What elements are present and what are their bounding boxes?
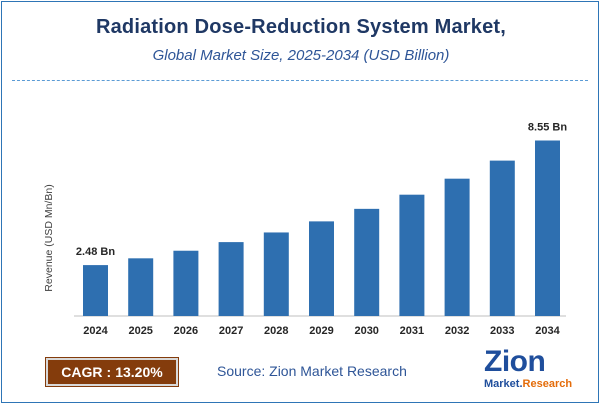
x-tick-label: 2024 [83,325,108,337]
bar-2031 [399,194,425,316]
logo-wordmark: Zion [484,345,546,378]
data-label: 2.48 Bn [76,246,115,258]
x-tick-label: 2026 [174,325,198,337]
logo-tagline: Market.Research [484,378,572,391]
chart-title: Radiation Dose-Reduction System Market, [95,16,507,38]
x-tick-label: 2025 [128,325,152,337]
bar-2034 [535,140,560,316]
bar-2028 [263,232,289,316]
bar-2024 [83,265,108,316]
x-tick-label: 2028 [264,325,288,337]
x-tick-label: 2031 [400,325,424,337]
cagr-label: CAGR [61,364,103,380]
source-note: Source: Zion Market Research [217,363,407,379]
data-label: 8.55 Bn [528,122,567,134]
x-tick-label: 2033 [490,325,514,337]
bar-2026 [173,250,199,316]
x-tick-label: 2032 [445,325,469,337]
x-tick-label: 2034 [535,325,560,337]
title-divider [12,80,588,81]
logo-tagline-left: Market. [484,378,523,390]
bar-2029 [309,221,334,316]
cagr-badge: CAGR : 13.20% [46,358,178,386]
bar-2033 [489,160,515,316]
cagr-value: 13.20% [115,364,163,380]
cagr-separator: : [106,364,112,380]
bar-2027 [218,242,244,316]
x-tick-label: 2030 [354,325,378,337]
logo-tagline-right: Research [522,378,573,390]
zion-logo: Zion Market.Research [478,346,574,394]
bar-2025 [128,258,154,316]
chart-subtitle: Global Market Size, 2025-2034 (USD Billi… [152,47,450,64]
x-tick-label: 2029 [309,325,333,337]
y-axis-label: Revenue (USD Mn/Bn) [43,184,55,291]
x-tick-label: 2027 [219,325,243,337]
bar-2032 [444,178,470,316]
bar-series: 2024 2.48 Bn 2025 2026 2027 2028 2029 2030 2031 2… [76,122,567,338]
bar-2030 [354,208,380,316]
